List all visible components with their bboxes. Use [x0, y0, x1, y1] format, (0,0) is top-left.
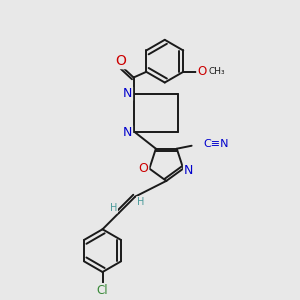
Text: H: H — [137, 197, 144, 207]
Text: N: N — [184, 164, 193, 177]
Text: O: O — [139, 162, 148, 175]
Text: CH₃: CH₃ — [208, 67, 225, 76]
Text: H: H — [110, 202, 117, 213]
Text: N: N — [123, 126, 132, 139]
Text: O: O — [116, 54, 126, 68]
Text: O: O — [197, 65, 206, 78]
Text: C≡N: C≡N — [203, 139, 229, 149]
Text: N: N — [123, 87, 132, 100]
Text: Cl: Cl — [97, 284, 108, 297]
